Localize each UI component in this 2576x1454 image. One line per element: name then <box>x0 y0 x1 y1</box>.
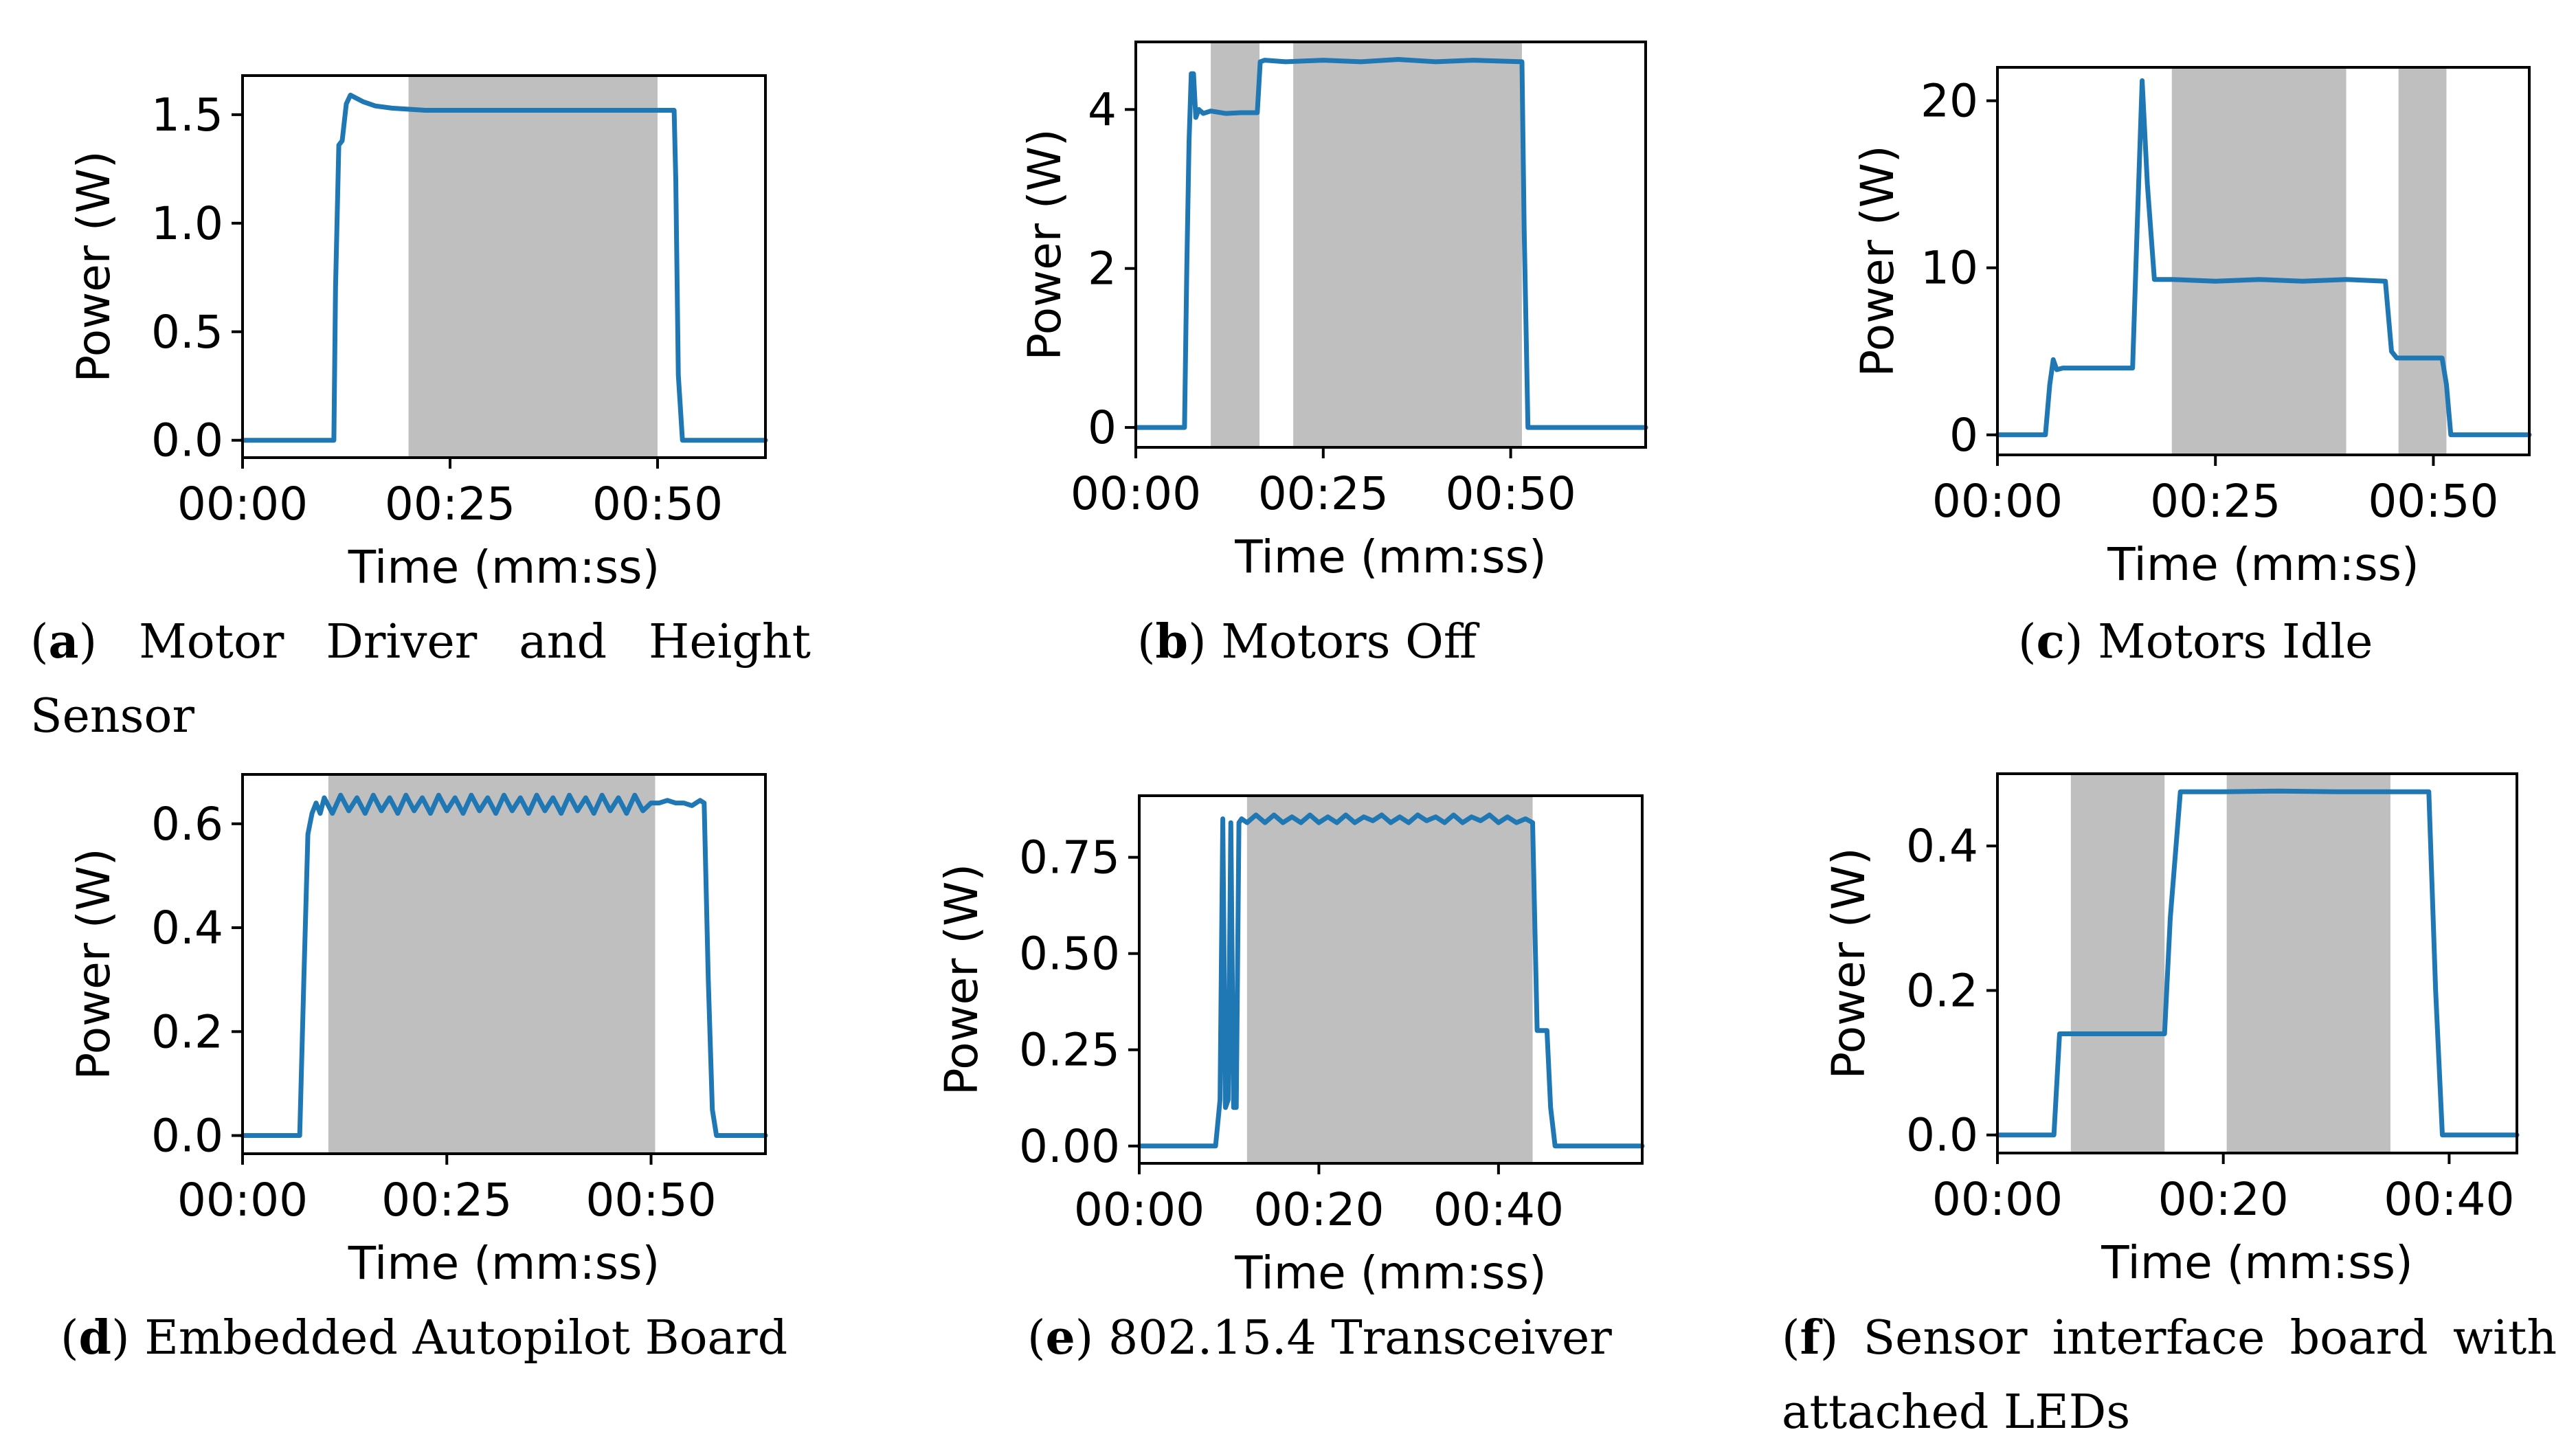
chart-e-x-tick-label-2: 00:40 <box>1433 1183 1564 1236</box>
chart-c-x-axis-label: Time (mm:ss) <box>2107 538 2419 591</box>
chart-e-plot-frame <box>1138 794 1644 1165</box>
caption-b-text: Motors Off <box>1221 615 1477 669</box>
caption-d-text: Embedded Autopilot Board <box>144 1311 788 1365</box>
chart-a-y-tick-label-3: 1.5 <box>151 89 223 142</box>
chart-f-series-line-0 <box>1995 788 2520 1138</box>
chart-e-x-tick-label-1: 00:20 <box>1253 1183 1384 1236</box>
chart-f-shaded-region-0 <box>2070 774 2165 1153</box>
chart-b-x-tick-label-1: 00:25 <box>1258 467 1389 520</box>
chart-c-y-tick-label-0: 0 <box>1949 409 1978 462</box>
chart-b-x-tick-label-0: 00:00 <box>1071 467 1201 520</box>
chart-e-y-axis-label: Power (W) <box>935 864 988 1095</box>
chart-e-y-tick-label-3: 0.75 <box>1019 831 1120 884</box>
chart-f-y-tick-label-1: 0.2 <box>1906 964 1978 1017</box>
caption-f-letter: f <box>1800 1310 1820 1365</box>
chart-d-y-axis-label: Power (W) <box>67 848 120 1080</box>
caption-f-text: Sensor interface board with attached LED… <box>1782 1311 2557 1440</box>
chart-b-shaded-region-1 <box>1293 42 1522 447</box>
caption-c: (c) Motors Idle <box>2018 614 2373 669</box>
chart-a-x-tick-label-2: 00:50 <box>592 478 723 530</box>
chart-e-y-tick-label-0: 0.00 <box>1019 1120 1120 1173</box>
chart-a-y-tick-label-2: 1.0 <box>151 197 223 250</box>
chart-c-shaded-region-0 <box>2171 67 2347 455</box>
chart-e-y-tick-label-1: 0.25 <box>1019 1024 1120 1077</box>
caption-d: (d) Embedded Autopilot Board <box>60 1310 788 1365</box>
caption-b: (b) Motors Off <box>1137 614 1477 669</box>
chart-c-y-tick-label-2: 20 <box>1920 75 1978 128</box>
chart-d-x-tick-label-2: 00:50 <box>585 1174 716 1227</box>
chart-c-x-tick-label-2: 00:50 <box>2368 475 2498 528</box>
chart-a-x-axis-label: Time (mm:ss) <box>348 541 660 594</box>
chart-f-plot-frame <box>1996 772 2518 1154</box>
chart-a: 00:00 00:25 00:50 0.0 0.5 1.0 1.5 Time (mm:ss) P… <box>67 74 768 594</box>
chart-e-x-axis-label: Time (mm:ss) <box>1234 1246 1547 1299</box>
chart-d-series-line-0 <box>240 792 768 1138</box>
caption-e-text: 802.15.4 Transceiver <box>1108 1311 1612 1365</box>
caption-f: (f) Sensor interface board with attached… <box>1782 1310 2557 1440</box>
chart-b: 00:00 00:25 00:50 0 2 4 Time (mm:ss) Power (W) <box>1018 41 1648 583</box>
chart-e: 00:00 00:20 00:40 0.00 0.25 0.50 0.75 Time (mm:… <box>935 794 1645 1299</box>
chart-e-shaded-region-0 <box>1246 796 1533 1163</box>
chart-d-x-tick-label-1: 00:25 <box>381 1174 512 1227</box>
caption-c-text: Motors Idle <box>2098 615 2373 669</box>
chart-e-y-tick-label-2: 0.50 <box>1019 928 1120 981</box>
chart-c: 00:00 00:25 00:50 0 10 20 Time (mm:ss) Power (W… <box>1851 66 2532 591</box>
chart-b-y-axis-label: Power (W) <box>1018 128 1071 360</box>
caption-d-letter: d <box>78 1310 112 1365</box>
chart-b-y-tick-label-2: 4 <box>1088 83 1117 136</box>
chart-f-x-axis-label: Time (mm:ss) <box>2101 1236 2413 1289</box>
chart-c-y-tick-label-1: 10 <box>1920 242 1978 295</box>
caption-b-letter: b <box>1155 614 1189 669</box>
chart-a-x-tick-label-0: 00:00 <box>177 478 308 530</box>
caption-e: (e) 802.15.4 Transceiver <box>1027 1310 1612 1365</box>
chart-a-x-tick-label-1: 00:25 <box>385 478 515 530</box>
chart-e-series-line-0 <box>1136 812 1645 1149</box>
chart-f-x-tick-label-0: 00:00 <box>1932 1173 2063 1226</box>
chart-d-x-tick-label-0: 00:00 <box>177 1174 308 1227</box>
chart-b-series-line-0 <box>1133 57 1648 430</box>
chart-c-plot-frame <box>1996 66 2531 456</box>
chart-d-y-tick-label-1: 0.2 <box>151 1005 223 1058</box>
chart-c-y-axis-label: Power (W) <box>1851 145 1904 377</box>
chart-a-y-axis-label: Power (W) <box>67 150 120 382</box>
caption-a-letter: a <box>48 614 79 669</box>
chart-f-x-tick-label-1: 00:20 <box>2158 1173 2289 1226</box>
chart-f-shaded-region-1 <box>2226 774 2390 1153</box>
caption-a: (a) Motor Driver and Height Sensor <box>30 614 811 743</box>
chart-b-y-tick-label-0: 0 <box>1088 401 1117 454</box>
chart-d-shaded-region-0 <box>328 774 656 1154</box>
caption-e-letter: e <box>1045 1310 1075 1365</box>
chart-c-series-line-0 <box>1995 78 2532 438</box>
chart-c-x-tick-label-1: 00:25 <box>2150 475 2281 528</box>
caption-c-letter: c <box>2036 614 2065 669</box>
chart-d-y-tick-label-3: 0.6 <box>151 798 223 851</box>
chart-b-x-tick-label-2: 00:50 <box>1445 467 1576 520</box>
chart-d-y-tick-label-0: 0.0 <box>151 1110 223 1163</box>
chart-c-shaded-region-1 <box>2398 67 2447 455</box>
chart-d: 00:00 00:25 00:50 0.0 0.2 0.4 0.6 Time (mm:ss) P… <box>67 773 768 1290</box>
chart-d-plot-frame <box>241 773 767 1155</box>
chart-b-y-tick-label-1: 2 <box>1088 243 1117 295</box>
chart-d-x-axis-label: Time (mm:ss) <box>348 1237 660 1290</box>
chart-b-x-axis-label: Time (mm:ss) <box>1234 530 1547 583</box>
chart-f-y-tick-label-2: 0.4 <box>1906 820 1978 873</box>
chart-a-series-line-0 <box>240 92 768 443</box>
chart-a-plot-frame <box>241 74 767 459</box>
chart-a-y-tick-label-0: 0.0 <box>151 414 223 467</box>
chart-c-x-tick-label-0: 00:00 <box>1932 475 2063 528</box>
chart-f-y-axis-label: Power (W) <box>1822 847 1875 1079</box>
chart-a-shaded-region-0 <box>408 76 658 458</box>
caption-a-text: Motor Driver and Height Sensor <box>30 615 811 743</box>
chart-e-x-tick-label-0: 00:00 <box>1074 1183 1205 1236</box>
chart-f-y-tick-label-0: 0.0 <box>1906 1109 1978 1162</box>
chart-d-y-tick-label-2: 0.4 <box>151 902 223 954</box>
chart-b-plot-frame <box>1134 41 1647 449</box>
chart-a-y-tick-label-1: 0.5 <box>151 306 223 359</box>
chart-b-shaded-region-0 <box>1211 42 1260 447</box>
chart-f-x-tick-label-2: 00:40 <box>2384 1173 2514 1226</box>
chart-f: 00:00 00:20 00:40 0.0 0.2 0.4 Time (mm:ss) Powe… <box>1822 772 2520 1289</box>
